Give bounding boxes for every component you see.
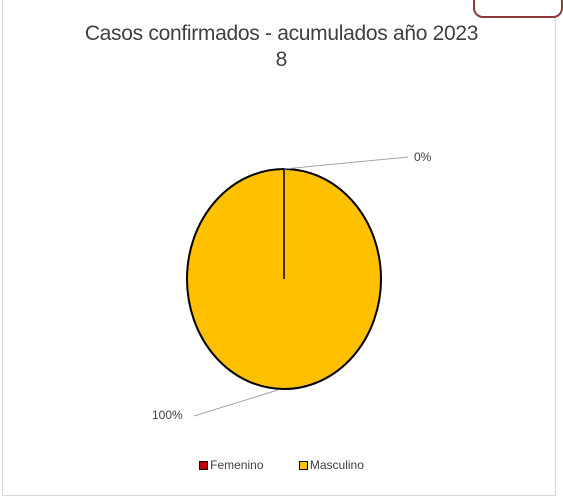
chart-subtitle: 8 <box>275 48 288 71</box>
data-label-masculino: 100% <box>152 408 183 422</box>
legend-item-femenino: Femenino <box>199 458 264 472</box>
legend-label-femenino: Femenino <box>210 458 264 472</box>
leader-line-masculino <box>193 389 279 417</box>
legend-swatch-masculino <box>298 461 308 471</box>
legend-label-masculino: Masculino <box>309 458 364 472</box>
legend-item-masculino: Masculino <box>298 458 364 472</box>
chart-title: Casos confirmados - acumulados año 2023 <box>84 22 479 45</box>
leader-line-femenino <box>283 156 409 170</box>
corner-tab <box>473 0 563 18</box>
data-label-femenino: 0% <box>414 150 432 164</box>
legend: Femenino Masculino <box>0 458 563 472</box>
legend-swatch-femenino <box>199 461 209 471</box>
